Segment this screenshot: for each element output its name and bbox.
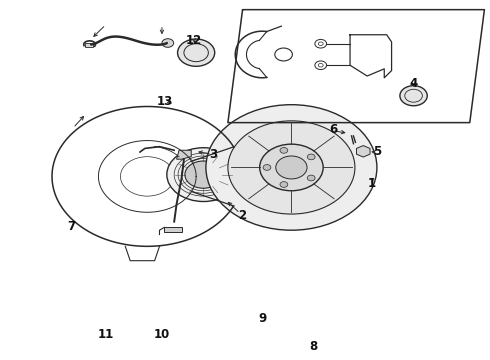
Text: 5: 5 [373, 145, 381, 158]
Circle shape [167, 148, 240, 202]
Polygon shape [164, 227, 182, 231]
Polygon shape [176, 150, 191, 159]
Text: 8: 8 [309, 340, 318, 353]
Text: 4: 4 [410, 77, 417, 90]
Circle shape [177, 39, 215, 66]
Text: 3: 3 [209, 148, 217, 161]
Circle shape [307, 175, 315, 181]
Text: 2: 2 [239, 210, 246, 222]
Circle shape [260, 144, 323, 191]
Circle shape [185, 161, 222, 188]
Text: 12: 12 [186, 33, 202, 47]
Text: 9: 9 [258, 311, 266, 325]
Circle shape [206, 105, 377, 230]
Circle shape [280, 148, 288, 153]
Circle shape [228, 121, 355, 214]
Text: 10: 10 [154, 328, 170, 341]
Circle shape [162, 39, 173, 47]
Circle shape [307, 154, 315, 160]
Text: 13: 13 [156, 95, 172, 108]
Circle shape [276, 156, 307, 179]
Circle shape [263, 165, 271, 170]
Circle shape [280, 182, 288, 187]
Bar [85, 43, 93, 47]
Text: 6: 6 [329, 123, 337, 136]
Text: 7: 7 [68, 220, 75, 233]
Text: 11: 11 [98, 328, 114, 341]
Circle shape [400, 86, 427, 106]
Text: 1: 1 [368, 177, 376, 190]
